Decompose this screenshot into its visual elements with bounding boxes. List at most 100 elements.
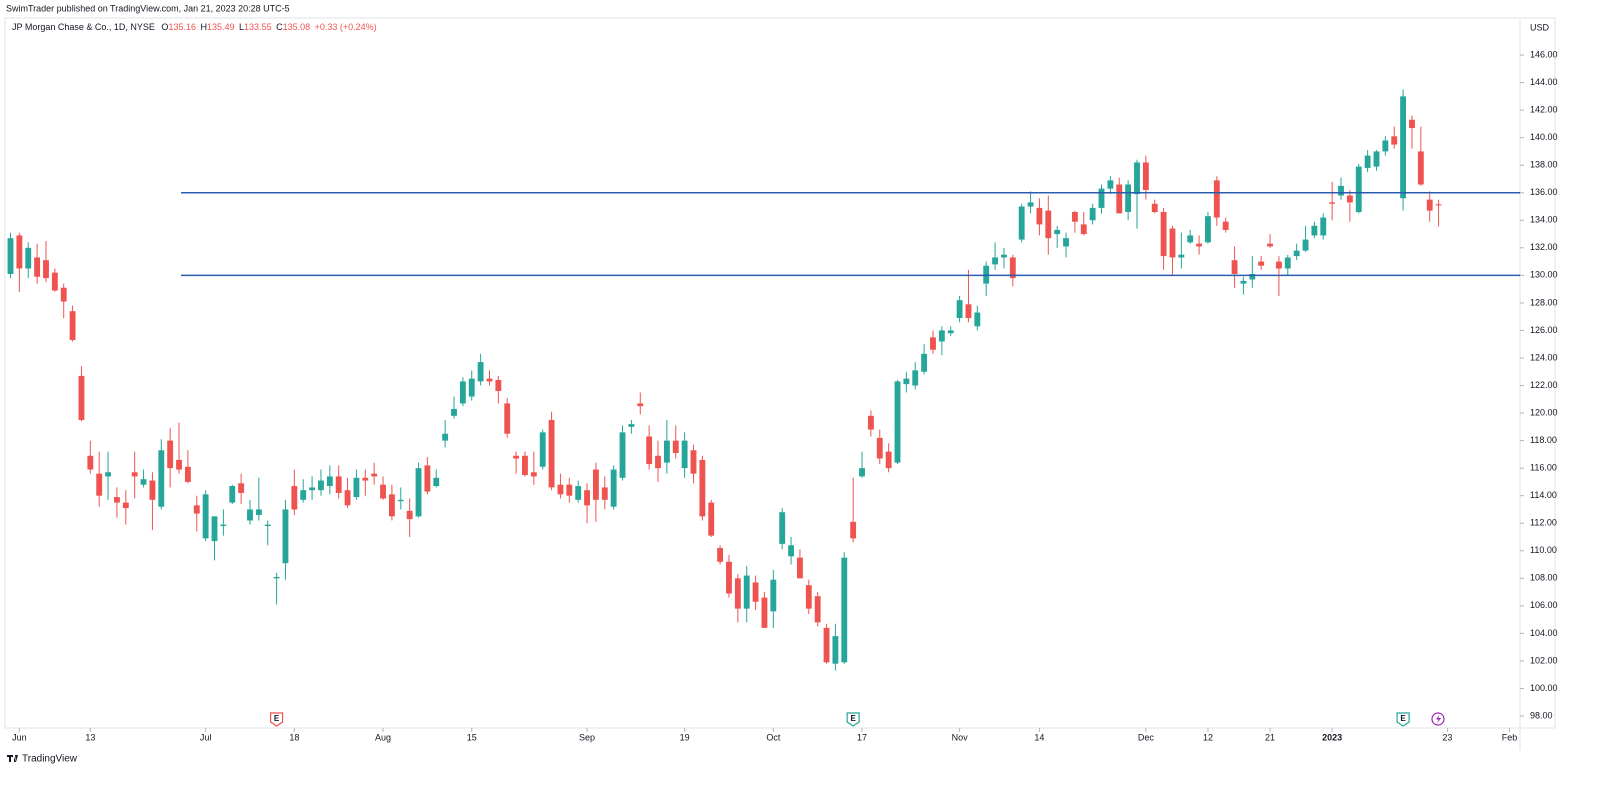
currency: USD — [1530, 22, 1550, 32]
candle — [388, 484, 395, 521]
earnings-event: E — [846, 712, 860, 727]
candle-body — [823, 627, 830, 663]
candle-body — [51, 272, 58, 291]
candle — [43, 240, 49, 283]
y-tick-label: 100.00 — [1530, 683, 1558, 693]
candle-body — [149, 480, 156, 500]
logo-glyph — [7, 755, 18, 762]
candle-body — [841, 557, 848, 663]
candle — [513, 451, 520, 474]
candle — [663, 419, 670, 474]
publish-note: SwimTrader published on TradingView.com,… — [6, 3, 290, 13]
candle — [539, 429, 546, 470]
candle — [1178, 232, 1185, 269]
candle-body — [406, 510, 413, 520]
candle — [122, 490, 129, 525]
candle-body — [1338, 185, 1344, 196]
candle — [282, 499, 289, 580]
candle — [1240, 276, 1247, 295]
candle-body — [344, 490, 351, 506]
candle — [1098, 184, 1105, 214]
candle — [504, 397, 511, 438]
candle-body — [637, 403, 644, 407]
candle-body — [1284, 257, 1291, 269]
candle — [397, 487, 404, 510]
plot-area — [7, 89, 1442, 671]
event-badge — [846, 712, 860, 727]
candle — [584, 483, 590, 524]
candle-body — [690, 450, 697, 474]
candle-body — [1320, 217, 1327, 236]
candle — [1417, 126, 1424, 186]
candle — [1107, 176, 1114, 195]
candle-body — [1178, 254, 1185, 258]
candle-body — [202, 494, 209, 539]
candle — [1125, 180, 1132, 221]
candle — [344, 477, 351, 509]
candle — [797, 549, 803, 579]
candle — [238, 473, 245, 504]
candle-body — [1231, 260, 1238, 274]
x-tick-label: 14 — [1034, 732, 1044, 742]
candle-body — [752, 582, 759, 602]
candle-body — [335, 476, 342, 493]
candle — [1435, 199, 1442, 227]
ohlc-value: 135.49 — [207, 22, 235, 32]
candle — [247, 499, 253, 525]
y-tick-label: 142.00 — [1530, 104, 1558, 114]
candle — [1009, 254, 1016, 287]
candle — [956, 296, 963, 323]
x-tick-label: Oct — [766, 732, 781, 742]
earnings-event: E — [1396, 712, 1410, 727]
candle — [78, 366, 85, 422]
y-tick-label: 106.00 — [1530, 600, 1558, 610]
candle — [690, 444, 697, 484]
candle-body — [318, 480, 324, 491]
candle-body — [87, 455, 94, 470]
candle — [1160, 207, 1167, 270]
candle-body — [1045, 210, 1052, 239]
candle-body — [938, 330, 945, 342]
candle-body — [1196, 243, 1203, 247]
y-tick-label: 102.00 — [1530, 655, 1558, 665]
candle-body — [193, 505, 200, 514]
candle — [592, 462, 599, 522]
candle-body — [1400, 96, 1407, 199]
event-label: E — [274, 714, 280, 723]
candle-body — [832, 636, 839, 664]
y-tick-label: 116.00 — [1530, 463, 1557, 473]
ohlc-value: 135.08 — [283, 22, 311, 32]
candle — [1187, 229, 1194, 244]
ohlc-label: L — [239, 22, 244, 32]
candle — [167, 428, 174, 488]
candle-body — [1071, 212, 1078, 222]
candle-body — [761, 597, 768, 628]
candle-body — [1018, 206, 1025, 240]
candle — [335, 465, 342, 499]
candle-body — [282, 509, 289, 564]
candle-body — [1116, 184, 1123, 214]
y-tick-label: 130.00 — [1530, 270, 1558, 280]
candle-body — [726, 561, 732, 594]
x-tick-label: 17 — [857, 732, 867, 742]
candle-body — [681, 440, 688, 469]
candle — [1391, 126, 1398, 149]
candle-body — [1169, 228, 1176, 258]
candle — [380, 476, 386, 500]
x-tick-label: Dec — [1138, 732, 1155, 742]
candle — [1249, 256, 1256, 288]
x-tick-label: Nov — [952, 732, 969, 742]
candle — [7, 232, 14, 279]
candle — [442, 419, 449, 448]
y-tick-label: 124.00 — [1530, 352, 1558, 362]
lightning-glyph — [1436, 714, 1441, 724]
y-tick-label: 122.00 — [1530, 380, 1558, 390]
candle — [1196, 235, 1203, 255]
candle-body — [797, 557, 803, 579]
candle — [451, 396, 457, 419]
candle-body — [504, 403, 511, 434]
candle — [832, 623, 839, 671]
candle-body — [903, 378, 910, 385]
y-tick-label: 120.00 — [1530, 407, 1558, 417]
